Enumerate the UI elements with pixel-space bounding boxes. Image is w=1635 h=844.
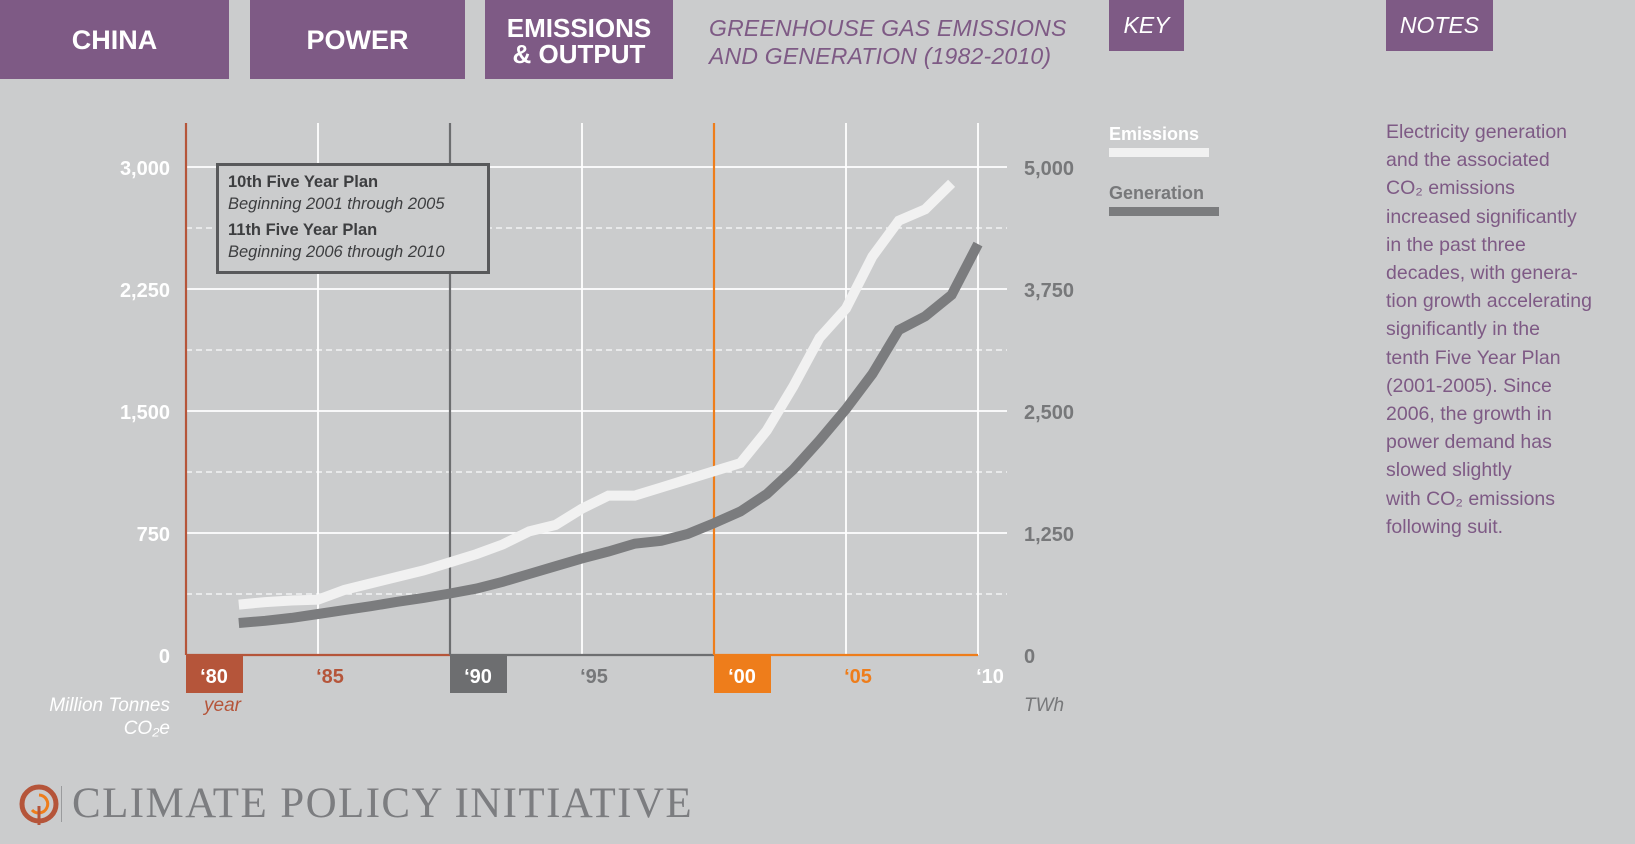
y-tick-label-left: 0 — [159, 646, 170, 668]
plan-legend-subtitle-10th: Beginning 2001 through 2005 — [228, 195, 445, 213]
series-line-emissions — [238, 179, 956, 610]
x-tick-label: ‘10 — [976, 666, 1004, 688]
x-tick-box — [450, 655, 507, 693]
x-tick-label: ‘85 — [316, 666, 344, 688]
five-year-plan-legend: 10th Five Year Plan Beginning 2001 throu… — [216, 163, 490, 274]
plan-legend-title-11th: 11th Five Year Plan — [228, 221, 378, 239]
series-line-generation — [238, 241, 983, 628]
y-tick-label-left: 750 — [137, 524, 170, 546]
tab-china[interactable]: CHINA — [0, 0, 229, 79]
climate-policy-initiative-logo: CLIMATE POLICY INITIATIVE — [18, 782, 693, 826]
y-axis-title-right: TWh — [1024, 695, 1064, 716]
y-tick-label-right: 3,750 — [1024, 280, 1074, 302]
y-tick-label-left: 1,500 — [120, 402, 170, 424]
x-axis-title: year — [202, 695, 242, 716]
y-tick-label-left: 3,000 — [120, 158, 170, 180]
chart-title: GREENHOUSE GAS EMISSIONS AND GENERATION … — [709, 15, 1067, 69]
y-tick-label-right: 0 — [1024, 646, 1035, 668]
y-tick-label-left: 2,250 — [120, 280, 170, 302]
notes-text: Electricity generation and the associate… — [1386, 121, 1592, 538]
x-tick-label: ‘95 — [580, 666, 608, 688]
y-tick-label-right: 5,000 — [1024, 158, 1074, 180]
logo-text: CLIMATE POLICY INITIATIVE — [72, 780, 693, 827]
x-tick-box — [714, 655, 771, 693]
x-tick-label: ‘80 — [200, 666, 228, 688]
y-axis-title-left-line1: Million Tonnes — [49, 695, 170, 716]
cpi-logo-icon — [19, 784, 62, 825]
tab-emissions-output[interactable]: EMISSIONS & OUTPUT — [485, 0, 673, 79]
notes-tab[interactable]: NOTES — [1386, 0, 1493, 51]
plan-legend-title-10th: 10th Five Year Plan — [228, 173, 379, 191]
x-tick-box — [186, 655, 243, 693]
x-tick-label: ‘90 — [464, 666, 492, 688]
key-item-emissions: Emissions — [1109, 124, 1209, 157]
key-item-generation: Generation — [1109, 183, 1219, 216]
key-swatch-emissions — [1109, 148, 1209, 157]
tab-power[interactable]: POWER — [250, 0, 465, 79]
key-label-generation: Generation — [1109, 183, 1205, 203]
y-axis-title-left-line2: CO₂e — [124, 718, 170, 739]
key-tab[interactable]: KEY — [1109, 0, 1184, 51]
y-tick-label-right: 1,250 — [1024, 524, 1074, 546]
key-label-emissions: Emissions — [1109, 124, 1200, 144]
key-swatch-generation — [1109, 207, 1219, 216]
plan-legend-subtitle-11th: Beginning 2006 through 2010 — [228, 243, 445, 261]
x-tick-label: ‘05 — [844, 666, 872, 688]
y-tick-label-right: 2,500 — [1024, 402, 1074, 424]
x-tick-label: ‘00 — [728, 666, 756, 688]
